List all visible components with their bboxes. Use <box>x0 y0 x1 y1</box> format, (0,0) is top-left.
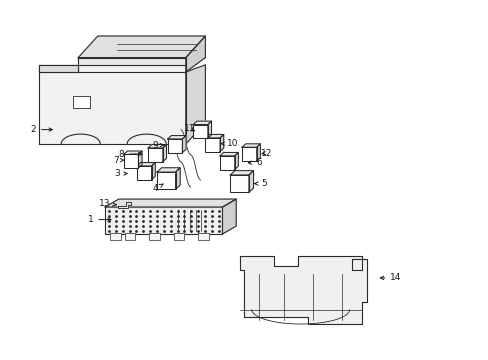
Polygon shape <box>256 144 260 161</box>
Polygon shape <box>105 199 236 207</box>
Bar <box>205 138 220 152</box>
Polygon shape <box>193 121 211 125</box>
Polygon shape <box>230 171 253 175</box>
Bar <box>123 154 138 168</box>
Bar <box>137 166 151 180</box>
Bar <box>148 148 163 162</box>
Polygon shape <box>123 151 142 154</box>
Polygon shape <box>207 121 211 138</box>
Polygon shape <box>78 58 185 72</box>
Text: 2: 2 <box>30 125 52 134</box>
Text: 11: 11 <box>183 124 195 133</box>
Bar <box>124 233 135 240</box>
Polygon shape <box>185 65 205 144</box>
Text: 7: 7 <box>113 156 124 165</box>
Polygon shape <box>118 202 131 208</box>
Polygon shape <box>185 36 205 72</box>
Text: 6: 6 <box>248 158 262 167</box>
Text: 5: 5 <box>254 179 266 188</box>
Bar <box>157 172 175 189</box>
Polygon shape <box>39 65 78 72</box>
Polygon shape <box>151 163 155 180</box>
Polygon shape <box>234 153 238 170</box>
Text: 14: 14 <box>380 274 401 282</box>
Text: 8: 8 <box>118 150 142 158</box>
Polygon shape <box>220 153 238 156</box>
Text: 13: 13 <box>99 199 116 208</box>
Text: 3: 3 <box>114 169 127 178</box>
Polygon shape <box>78 36 205 58</box>
Bar <box>173 233 184 240</box>
Bar <box>220 156 234 170</box>
Polygon shape <box>242 144 260 147</box>
Bar <box>149 233 160 240</box>
Bar <box>242 147 256 161</box>
Polygon shape <box>148 145 166 148</box>
Polygon shape <box>248 171 253 192</box>
Polygon shape <box>175 168 180 189</box>
Bar <box>110 233 121 240</box>
Bar <box>230 175 248 192</box>
Bar <box>193 125 207 138</box>
Polygon shape <box>137 163 155 166</box>
Polygon shape <box>157 168 180 172</box>
Polygon shape <box>138 151 142 168</box>
Bar <box>105 207 222 234</box>
Polygon shape <box>167 136 185 139</box>
Text: 9: 9 <box>152 140 163 150</box>
Text: 4: 4 <box>152 184 163 193</box>
Bar <box>198 233 208 240</box>
Polygon shape <box>222 199 236 234</box>
Text: 1: 1 <box>87 215 111 224</box>
Bar <box>73 96 90 108</box>
Polygon shape <box>239 256 366 324</box>
Text: 12: 12 <box>260 149 272 158</box>
Polygon shape <box>163 145 166 162</box>
Polygon shape <box>205 134 223 138</box>
Polygon shape <box>182 136 185 153</box>
Text: 10: 10 <box>221 139 238 148</box>
Bar <box>167 139 182 153</box>
Polygon shape <box>39 65 185 144</box>
Polygon shape <box>220 134 223 152</box>
